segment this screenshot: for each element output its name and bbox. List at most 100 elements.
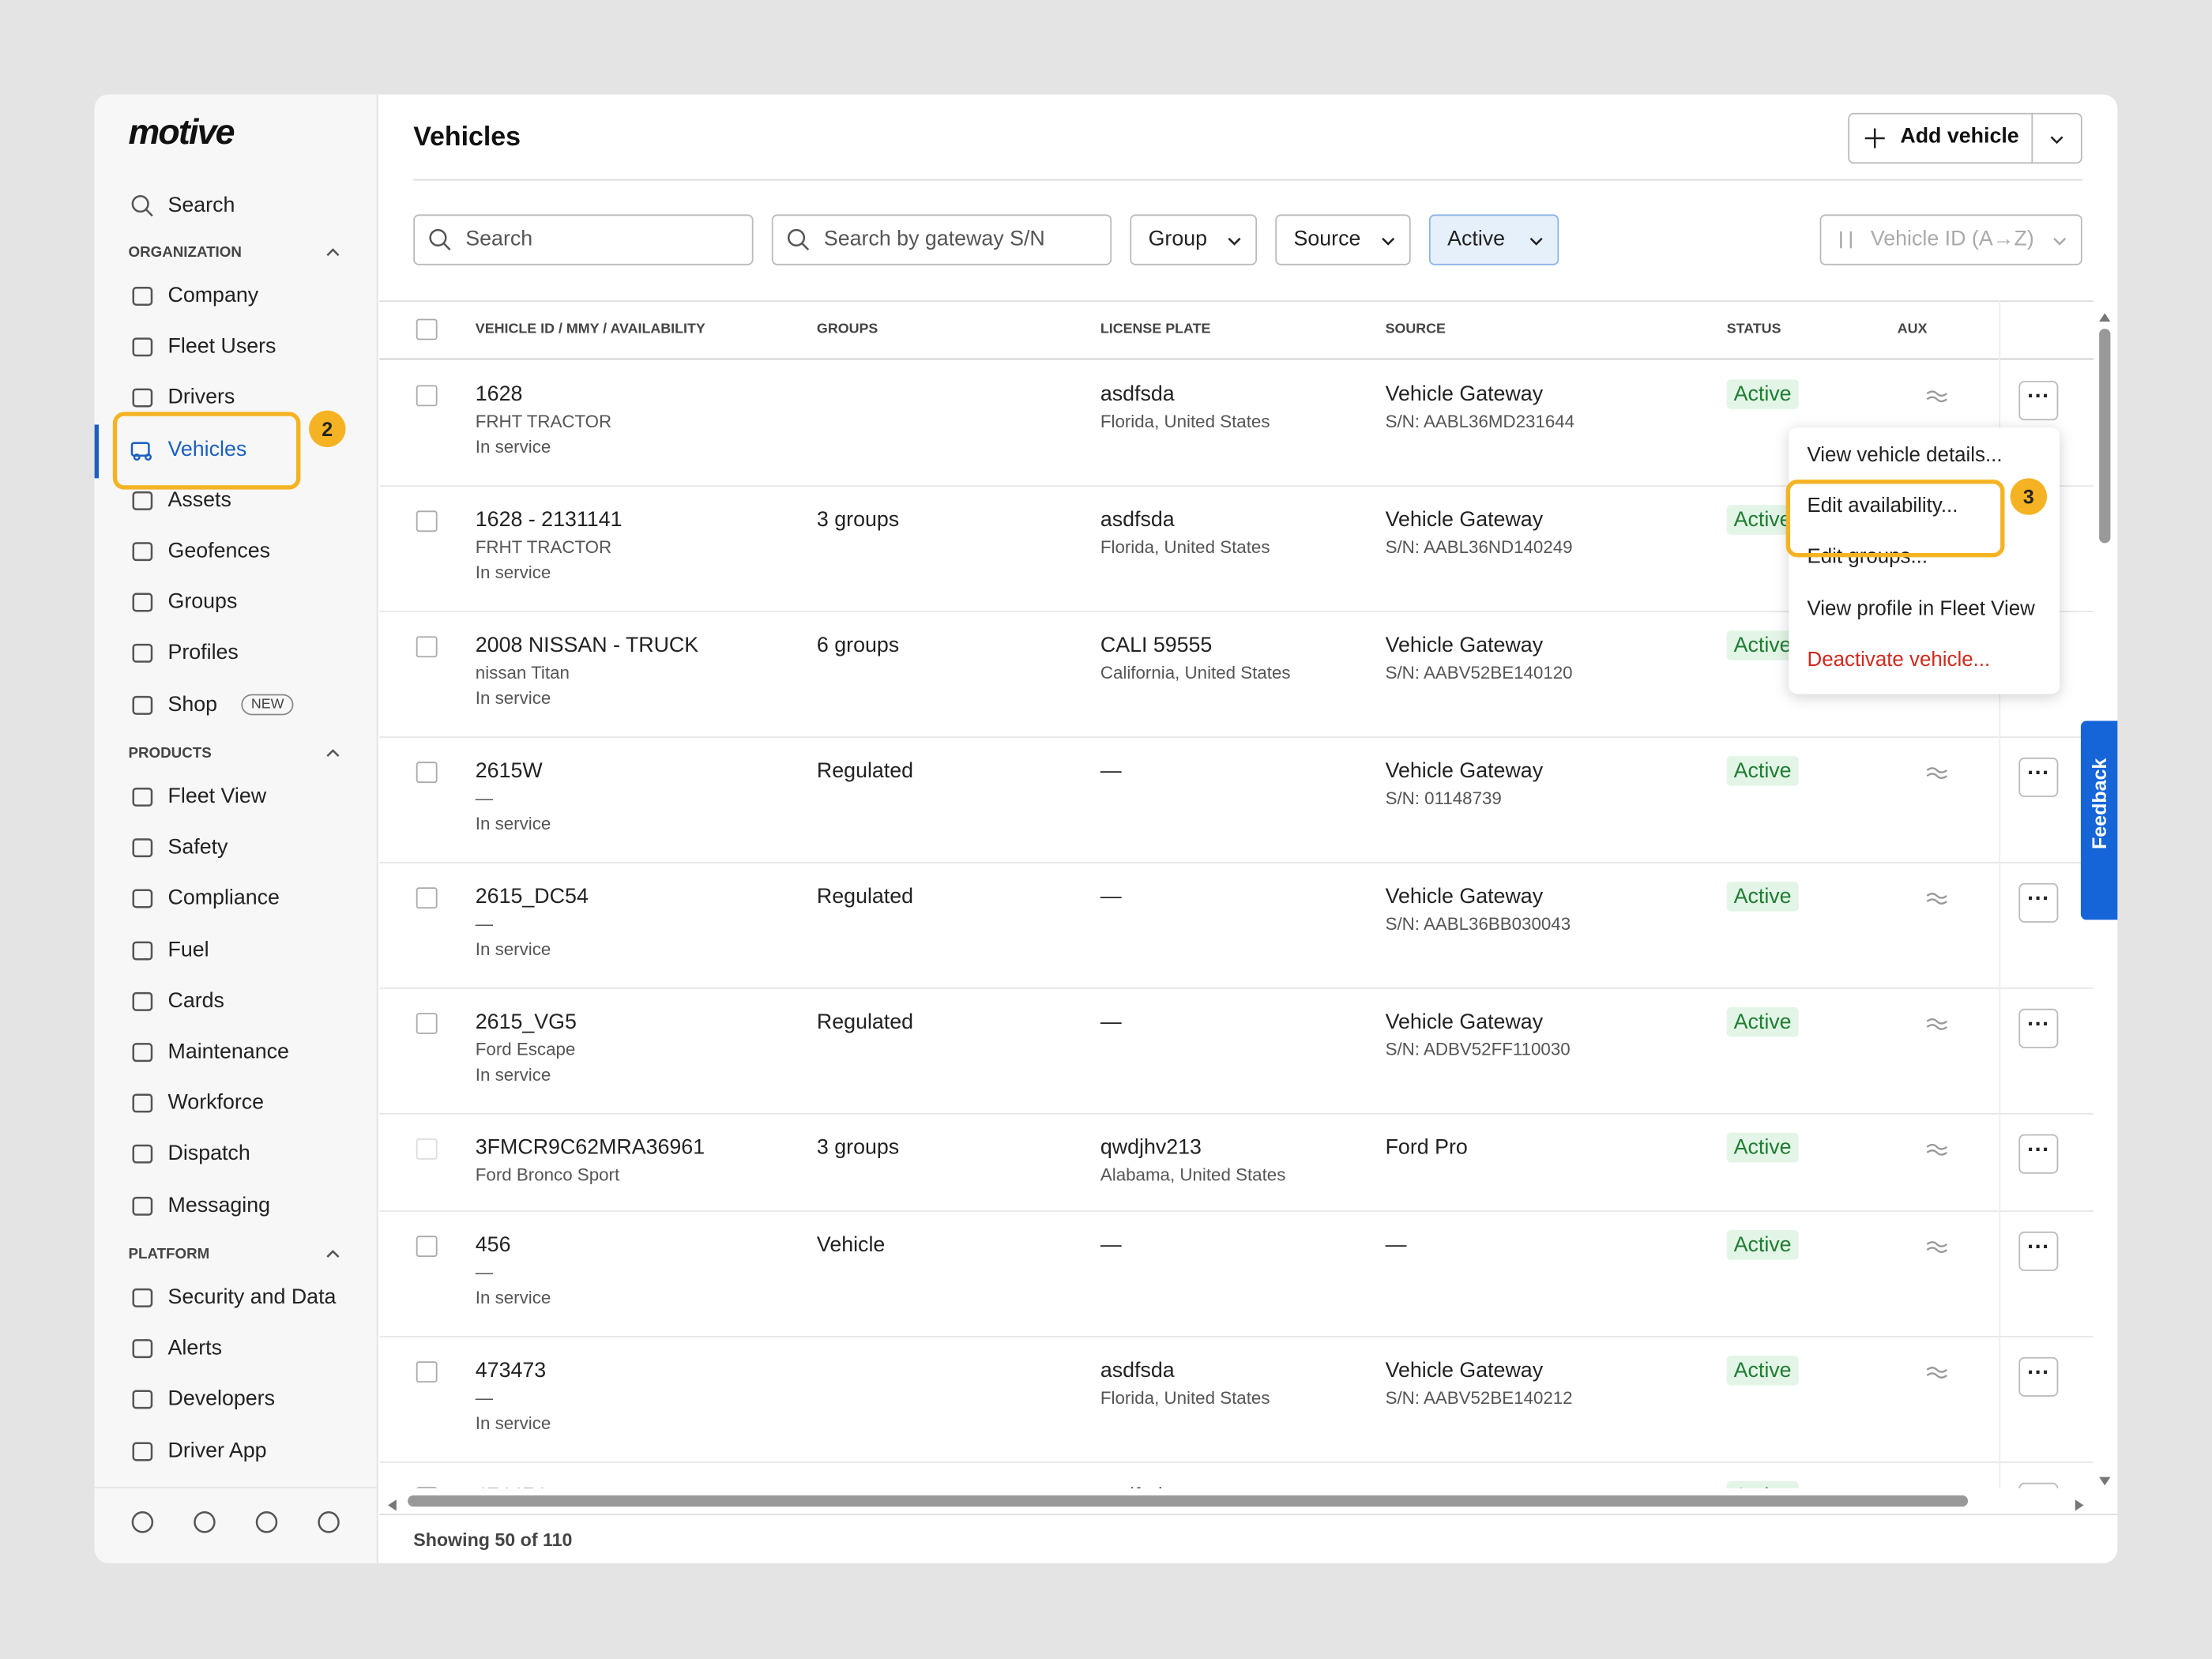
nav-icon[interactable] <box>130 886 155 912</box>
row-checkbox[interactable] <box>416 636 438 658</box>
row-checkbox[interactable] <box>416 1361 438 1382</box>
nav-icon-svg <box>132 1093 153 1113</box>
menu-item[interactable]: View vehicle details... <box>1807 444 2003 468</box>
nav-item[interactable]: Workforce <box>167 1090 265 1115</box>
nav-item[interactable]: Fleet View <box>167 784 267 809</box>
more-button[interactable]: ··· <box>2018 1356 2059 1397</box>
more-button[interactable]: ··· <box>2018 757 2059 797</box>
nav-icon[interactable] <box>130 1336 155 1361</box>
menu-item[interactable]: Edit groups... <box>1807 546 1928 570</box>
nav-item[interactable]: Groups <box>167 589 238 615</box>
footer-icon[interactable] <box>254 1510 279 1535</box>
nav-icon[interactable] <box>130 437 155 462</box>
nav-icon[interactable] <box>130 539 155 564</box>
header-checkbox[interactable] <box>416 318 438 340</box>
nav-icon[interactable] <box>130 590 155 615</box>
more-button[interactable]: ··· <box>2018 882 2059 923</box>
nav-icon[interactable] <box>130 835 155 860</box>
filter-group[interactable] <box>1130 214 1258 265</box>
collapse-icon[interactable] <box>325 243 341 259</box>
nav-icon[interactable] <box>130 1193 155 1218</box>
nav-item[interactable]: Maintenance <box>167 1040 289 1064</box>
nav-item[interactable]: Geofences <box>167 539 271 563</box>
v-scroll-thumb[interactable] <box>2099 329 2111 544</box>
nav-icon[interactable] <box>130 386 155 411</box>
filter-sort[interactable] <box>1819 214 2082 265</box>
filter-label[interactable]: Search <box>465 227 533 251</box>
menu-item[interactable]: Edit availability... <box>1807 495 1958 518</box>
footer-icon[interactable] <box>130 1510 155 1535</box>
filter-label[interactable]: Source <box>1293 227 1361 251</box>
filter-search[interactable] <box>413 214 754 265</box>
filter-label[interactable]: Vehicle ID (A→Z) <box>1870 227 2034 251</box>
more-button[interactable]: ··· <box>2018 1008 2059 1048</box>
nav-item[interactable]: Dispatch <box>167 1142 250 1166</box>
collapse-icon[interactable] <box>325 743 341 760</box>
nav-icon[interactable] <box>130 938 155 963</box>
filter-gateway[interactable] <box>771 214 1112 265</box>
nav-item[interactable]: Profiles <box>167 641 239 665</box>
cell-mmy: Ford Escape <box>475 1040 576 1060</box>
row-checkbox[interactable] <box>416 1013 438 1034</box>
nav-item[interactable]: Company <box>167 283 259 308</box>
search-icon[interactable] <box>130 194 155 219</box>
add-button[interactable] <box>1848 112 2082 164</box>
nav-item[interactable]: Assets <box>167 487 231 512</box>
filter-label[interactable]: Group <box>1148 227 1208 251</box>
nav-item[interactable]: Cards <box>167 988 224 1013</box>
feedback-label[interactable]: Feedback <box>2087 758 2111 849</box>
sidebar-search[interactable]: Search <box>167 193 235 217</box>
nav-item[interactable]: Safety <box>167 835 228 860</box>
more-button[interactable]: ··· <box>2018 1482 2059 1488</box>
filter-source[interactable] <box>1275 214 1411 265</box>
row-checkbox[interactable] <box>416 887 438 908</box>
dropdown-icon[interactable] <box>2048 130 2065 146</box>
more-button[interactable]: ··· <box>2018 1134 2059 1174</box>
row-checkbox[interactable] <box>416 510 438 532</box>
nav-item[interactable]: Driver App <box>167 1438 267 1463</box>
menu-item[interactable]: Deactivate vehicle... <box>1807 649 1991 672</box>
add-label[interactable]: Add vehicle <box>1900 124 2019 149</box>
nav-icon[interactable] <box>130 284 155 309</box>
nav-item[interactable]: Fuel <box>167 937 209 962</box>
nav-item[interactable]: Security and Data <box>167 1285 337 1310</box>
row-checkbox[interactable] <box>416 1236 438 1258</box>
nav-icon[interactable] <box>130 1040 155 1065</box>
nav-icon[interactable] <box>130 1439 155 1464</box>
nav-icon[interactable] <box>130 692 155 717</box>
nav-icon[interactable] <box>130 335 155 360</box>
more-button[interactable]: ··· <box>2018 1231 2059 1271</box>
feedback-tab[interactable] <box>2080 720 2118 920</box>
nav-item[interactable]: Developers <box>167 1387 275 1412</box>
row-checkbox[interactable] <box>416 762 438 784</box>
h-scroll-thumb[interactable] <box>408 1495 1969 1507</box>
footer-icon[interactable] <box>316 1510 341 1535</box>
nav-icon[interactable] <box>130 487 155 513</box>
row-checkbox[interactable] <box>416 1487 438 1488</box>
nav-icon[interactable] <box>130 1142 155 1167</box>
menu-item[interactable]: View profile in Fleet View <box>1807 597 2035 620</box>
nav-icon[interactable] <box>130 1285 155 1311</box>
nav-item[interactable]: Shop <box>167 692 218 717</box>
nav-icon[interactable] <box>130 1091 155 1116</box>
collapse-icon[interactable] <box>325 1244 341 1261</box>
nav-item[interactable]: Alerts <box>167 1336 222 1360</box>
nav-icon[interactable] <box>130 1387 155 1413</box>
nav-item[interactable]: Vehicles <box>167 436 247 461</box>
filter-label[interactable]: Active <box>1447 227 1506 251</box>
row-checkbox[interactable] <box>416 385 438 407</box>
nav-item[interactable]: Drivers <box>167 386 235 410</box>
nav-icon[interactable] <box>130 641 155 666</box>
row-checkbox[interactable] <box>416 1138 438 1160</box>
filter-status[interactable] <box>1428 214 1559 265</box>
nav-icon-svg <box>132 337 153 357</box>
nav-item[interactable]: Messaging <box>167 1192 271 1217</box>
more-button[interactable]: ··· <box>2018 381 2059 421</box>
nav-icon[interactable] <box>130 784 155 810</box>
nav-icon[interactable] <box>130 988 155 1014</box>
nav-item[interactable]: Compliance <box>167 886 280 911</box>
filter-label[interactable]: Search by gateway S/N <box>823 227 1045 251</box>
nav-item[interactable]: Fleet Users <box>167 334 276 359</box>
footer-icon[interactable] <box>192 1510 217 1535</box>
